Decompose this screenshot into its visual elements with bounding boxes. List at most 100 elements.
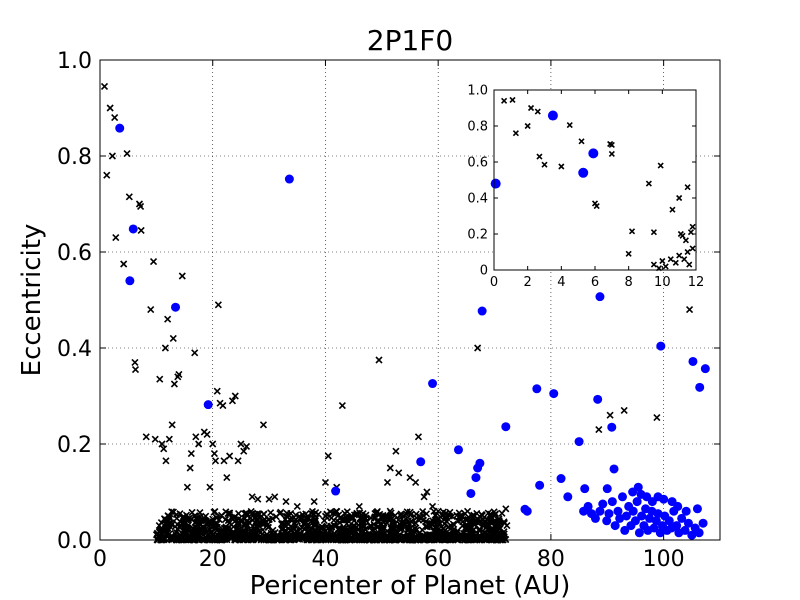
circle-point [695, 382, 705, 392]
y-tick-label: 0.8 [57, 145, 92, 170]
cloud-cross [181, 523, 189, 531]
x-tick-label: 60 [424, 547, 452, 572]
cloud-cross [237, 530, 245, 538]
cross-point [226, 452, 234, 460]
cloud-cross [312, 509, 320, 517]
cloud-cross [188, 526, 196, 534]
cloud-cross [305, 529, 313, 538]
cross-point [669, 206, 676, 213]
circle-point [687, 530, 697, 540]
circle-point [677, 513, 687, 523]
cloud-cross [419, 507, 427, 516]
cross-point [120, 260, 128, 268]
circle-point [655, 528, 665, 538]
circle-point [453, 445, 463, 455]
circle-point [593, 394, 603, 404]
cross-point [213, 387, 221, 395]
cloud-cross [302, 510, 310, 518]
cross-point [412, 478, 420, 486]
cloud-cross [296, 529, 304, 537]
cloud-cross [194, 515, 202, 523]
cross-point [220, 457, 228, 465]
cross-point [423, 488, 431, 496]
circle-point [595, 506, 605, 516]
cloud-cross [155, 521, 163, 530]
circle-point [574, 437, 584, 447]
cross-point [123, 150, 131, 158]
cross-point [168, 421, 176, 429]
cross-point [228, 397, 237, 405]
cloud-cross [229, 523, 237, 531]
cross-point [650, 261, 657, 268]
circle-point [588, 148, 599, 159]
x-tick-label: 0 [490, 275, 498, 290]
circle-point [651, 516, 661, 526]
y-tick-label: 0.0 [57, 529, 92, 554]
cloud-cross [224, 516, 232, 525]
cloud-cross [435, 525, 443, 533]
cross-point [151, 435, 159, 443]
cross-point [158, 440, 166, 448]
cloud-cross [211, 520, 219, 528]
cloud-cross [484, 525, 492, 533]
cross-point [566, 122, 573, 129]
cloud-cross [267, 509, 275, 517]
cloud-cross [353, 535, 361, 543]
cross-point [165, 435, 173, 443]
cloud-cross [260, 510, 268, 518]
cross-point [414, 433, 423, 441]
circle-point [602, 484, 612, 494]
cross-point [108, 152, 116, 160]
cloud-cross [412, 510, 420, 518]
cross-point [131, 366, 140, 374]
cloud-cross [405, 526, 413, 534]
cross-point [406, 474, 414, 482]
y-tick-label: 0.4 [467, 192, 488, 207]
cross-point [434, 507, 442, 515]
circle-point [615, 513, 625, 523]
cross-point [186, 464, 194, 472]
circle-point [535, 480, 545, 490]
cross-point [187, 450, 195, 458]
circle-point [522, 506, 532, 516]
cross-point [206, 483, 214, 491]
circle-point [532, 384, 542, 394]
cross-point [293, 502, 301, 510]
y-tick-label: 0.6 [467, 156, 488, 171]
cross-point [175, 370, 183, 378]
cross-point [149, 258, 158, 266]
cross-point [219, 402, 227, 410]
cross-point [355, 502, 363, 510]
inset-cross-series [501, 96, 696, 272]
cross-point [164, 315, 172, 323]
cloud-cross [416, 513, 424, 521]
y-axis-label: Eccentricity [17, 224, 47, 377]
cross-point [240, 447, 248, 455]
cloud-cross [285, 533, 293, 541]
circle-point [620, 525, 630, 535]
x-tick-label: 8 [625, 275, 633, 290]
cloud-cross [373, 518, 381, 526]
cloud-cross [370, 524, 378, 532]
cloud-cross [217, 527, 225, 536]
cross-point [593, 203, 600, 210]
cross-point [659, 257, 666, 265]
x-tick-label: 40 [311, 547, 339, 572]
cross-point [271, 493, 279, 501]
cloud-cross [362, 514, 370, 522]
main-x-tick-labels: 0 20 40 60 80 100 [93, 547, 685, 572]
cross-point [558, 163, 565, 170]
cross-point [147, 306, 155, 314]
cross-point [501, 97, 508, 104]
x-tick-label: 10 [654, 275, 671, 290]
cross-point [162, 457, 170, 465]
cloud-cross [383, 519, 391, 527]
circle-point [609, 464, 619, 474]
cross-point [160, 445, 168, 453]
cross-point [125, 193, 133, 201]
cloud-cross [333, 507, 341, 516]
cloud-cross [462, 523, 470, 531]
circle-point [621, 511, 631, 521]
cloud-cross [410, 520, 418, 529]
cross-point [392, 447, 400, 455]
